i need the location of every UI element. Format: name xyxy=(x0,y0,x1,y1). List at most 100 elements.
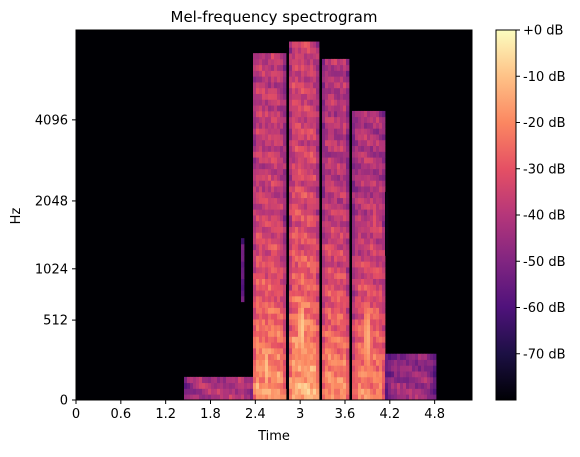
spectrogram-cell xyxy=(403,382,407,389)
spectrogram-cell xyxy=(325,272,329,279)
spectrogram-cell xyxy=(274,359,278,366)
spectrogram-cell xyxy=(307,168,311,175)
spectrogram-cell xyxy=(274,157,278,164)
spectrogram-cell xyxy=(331,382,335,389)
spectrogram-cell xyxy=(220,376,224,384)
spectrogram-cell xyxy=(328,347,332,355)
spectrogram-cell xyxy=(370,255,374,262)
spectrogram-cell xyxy=(325,313,329,320)
spectrogram-cell xyxy=(313,180,317,187)
spectrogram-cell xyxy=(337,226,341,233)
spectrogram-cell xyxy=(340,353,344,360)
spectrogram-cell xyxy=(187,376,191,384)
spectrogram-cell xyxy=(283,186,287,193)
spectrogram-cell xyxy=(289,376,293,384)
spectrogram-cell xyxy=(295,180,299,187)
spectrogram-cell xyxy=(334,382,338,389)
spectrogram-cell xyxy=(313,116,317,123)
spectrogram-cell xyxy=(316,209,320,216)
spectrogram-cell xyxy=(379,324,383,332)
spectrogram-cell xyxy=(289,347,293,355)
spectrogram-cell xyxy=(343,145,347,152)
spectrogram-cell xyxy=(313,319,317,326)
spectrogram-cell xyxy=(298,41,302,48)
spectrogram-cell xyxy=(334,238,338,245)
spectrogram-cell xyxy=(373,371,377,378)
spectrogram-cell xyxy=(391,376,395,384)
spectrogram-cell xyxy=(295,174,299,181)
spectrogram-cell xyxy=(283,313,287,320)
spectrogram-cell xyxy=(313,191,317,199)
spectrogram-cell xyxy=(337,110,341,118)
spectrogram-cell xyxy=(355,186,359,193)
spectrogram-cell xyxy=(259,388,263,395)
spectrogram-cell xyxy=(304,139,308,147)
spectrogram-cell xyxy=(304,388,308,395)
spectrogram-cell xyxy=(295,267,299,274)
spectrogram-cell xyxy=(331,134,335,141)
spectrogram-cell xyxy=(346,162,350,170)
spectrogram-cell xyxy=(334,58,338,66)
spectrogram-cell xyxy=(268,347,272,355)
spectrogram-cell xyxy=(310,243,314,251)
spectrogram-cell xyxy=(328,87,332,94)
spectrogram-cell xyxy=(268,365,272,372)
spectrogram-cell xyxy=(337,145,341,152)
spectrogram-cell xyxy=(277,301,281,308)
spectrogram-cell xyxy=(367,330,371,337)
spectrogram-cell xyxy=(277,267,281,274)
spectrogram-cell xyxy=(292,93,296,100)
spectrogram-cell xyxy=(322,209,326,216)
spectrogram-cell xyxy=(268,58,272,66)
spectrogram-cell xyxy=(361,307,365,314)
spectrogram-cell xyxy=(322,64,326,71)
spectrogram-cell xyxy=(325,243,329,251)
spectrogram-cell xyxy=(355,365,359,372)
spectrogram-cell xyxy=(343,261,347,268)
spectrogram-cell xyxy=(304,284,308,291)
spectrogram-cell xyxy=(280,174,284,181)
spectrogram-cell xyxy=(400,359,404,366)
spectrogram-cell xyxy=(292,128,296,135)
spectrogram-cell xyxy=(382,301,386,308)
spectrogram-cell xyxy=(331,151,335,158)
spectrogram-cell xyxy=(337,82,341,89)
spectrogram-cell xyxy=(274,70,278,77)
spectrogram-cell xyxy=(379,336,383,343)
spectrogram-cell xyxy=(331,295,335,303)
spectrogram-cell xyxy=(259,290,263,297)
spectrogram-cell xyxy=(310,47,314,54)
spectrogram-cell xyxy=(370,243,374,251)
spectrogram-cell xyxy=(382,226,386,233)
spectrogram-cell xyxy=(277,116,281,123)
spectrogram-cell xyxy=(367,209,371,216)
spectrogram-cell xyxy=(295,53,299,60)
spectrogram-cell xyxy=(310,41,314,48)
spectrogram-cell xyxy=(316,110,320,118)
spectrogram-cell xyxy=(385,191,389,199)
spectrogram-cell xyxy=(265,186,269,193)
spectrogram-cell xyxy=(370,203,374,210)
spectrogram-cell xyxy=(292,145,296,152)
spectrogram-cell xyxy=(370,128,374,135)
spectrogram-cell xyxy=(280,359,284,366)
spectrogram-cell xyxy=(352,307,356,314)
spectrogram-cell xyxy=(253,267,257,274)
spectrogram-cell xyxy=(280,87,284,94)
spectrogram-cell xyxy=(295,249,299,256)
spectrogram-cell xyxy=(289,110,293,118)
spectrogram-cell xyxy=(295,157,299,164)
spectrogram-cell xyxy=(289,382,293,389)
spectrogram-cell xyxy=(331,76,335,83)
spectrogram-cell xyxy=(376,203,380,210)
spectrogram-cell xyxy=(304,243,308,251)
spectrogram-cell xyxy=(358,295,362,303)
spectrogram-cell xyxy=(346,157,350,164)
spectrogram-cell xyxy=(337,313,341,320)
spectrogram-cell xyxy=(283,93,287,100)
spectrogram-cell xyxy=(370,313,374,320)
spectrogram-cell xyxy=(430,371,434,378)
spectrogram-cell xyxy=(268,70,272,77)
spectrogram-cell xyxy=(271,116,275,123)
spectrogram-cell xyxy=(364,128,368,135)
